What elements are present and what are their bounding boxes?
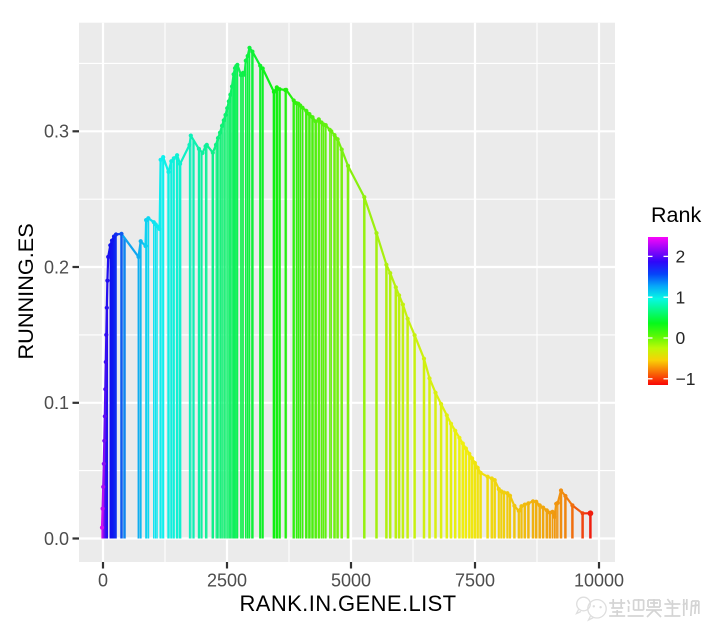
svg-text:7500: 7500 [455,571,495,591]
svg-text:Rank: Rank [651,203,701,227]
svg-text:RUNNING.ES: RUNNING.ES [13,223,38,359]
svg-text:0: 0 [676,328,686,348]
svg-text:10000: 10000 [574,571,624,591]
svg-text:0.3: 0.3 [44,122,69,142]
svg-text:0.1: 0.1 [44,393,69,413]
svg-text:−1: −1 [676,369,696,389]
svg-text:2500: 2500 [207,571,247,591]
svg-text:0.0: 0.0 [44,529,69,549]
svg-text:0: 0 [98,571,108,591]
svg-text:0.2: 0.2 [44,257,69,277]
svg-text:RANK.IN.GENE.LIST: RANK.IN.GENE.LIST [239,591,456,616]
svg-text:5000: 5000 [331,571,371,591]
svg-text:1: 1 [676,287,686,307]
svg-text:2: 2 [676,247,686,267]
